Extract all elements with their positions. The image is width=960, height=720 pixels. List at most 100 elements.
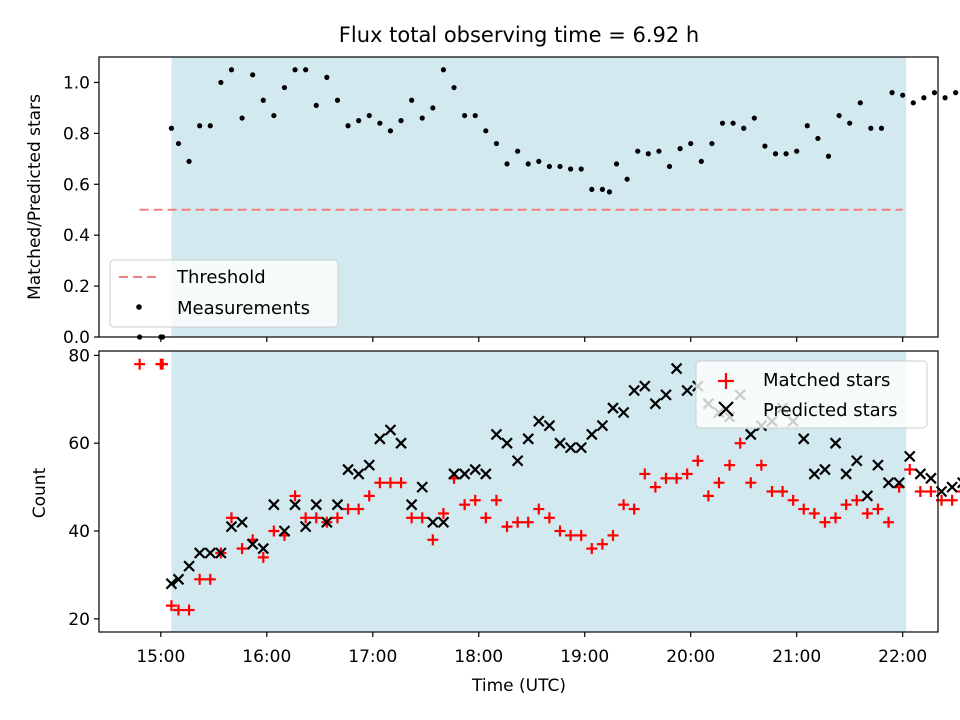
matched-star-point bbox=[904, 464, 916, 476]
predicted-star-point bbox=[956, 476, 960, 489]
legend-predicted-label: Predicted stars bbox=[763, 400, 897, 421]
predicted-star-point bbox=[649, 397, 662, 410]
bottom-y-axis: 20 40 60 80 bbox=[68, 346, 99, 630]
top-plot-frame bbox=[98, 56, 939, 338]
measurement-points bbox=[137, 67, 959, 340]
matched-star-point bbox=[883, 516, 895, 528]
predicted-star-point bbox=[564, 441, 577, 454]
matched-star-point bbox=[713, 477, 725, 489]
y-tick-label: 20 bbox=[68, 610, 90, 630]
matched-star-point bbox=[268, 525, 280, 537]
measurement-point bbox=[409, 97, 415, 103]
predicted-star-point bbox=[628, 384, 640, 397]
bottom-y-axis-label: Count bbox=[30, 467, 50, 518]
matched-star-point bbox=[554, 525, 566, 537]
matched-star-point bbox=[745, 477, 757, 489]
matched-star-point bbox=[353, 503, 365, 515]
predicted-star-point bbox=[215, 547, 227, 559]
bottom-x-axis: 15:00 16:00 17:00 18:00 19:00 20:00 21:00 22:00 bbox=[136, 632, 927, 667]
predicted-star-point bbox=[893, 476, 905, 489]
measurement-point bbox=[493, 140, 500, 147]
measurement-point bbox=[730, 120, 736, 126]
top-legend-box bbox=[109, 259, 339, 328]
measurement-point bbox=[292, 67, 298, 73]
predicted-star-point bbox=[342, 463, 354, 476]
y-tick-label: 60 bbox=[68, 434, 90, 454]
matched-star-point bbox=[734, 437, 746, 449]
predicted-star-point bbox=[925, 472, 937, 485]
matched-star-point bbox=[395, 477, 407, 489]
matched-star-point bbox=[406, 512, 418, 524]
predicted-star-point bbox=[193, 547, 206, 559]
measurement-point bbox=[804, 123, 810, 129]
predicted-star-point bbox=[363, 459, 376, 471]
legend-measurements-swatch bbox=[136, 304, 142, 310]
measurement-point bbox=[324, 74, 330, 80]
matched-star-point bbox=[596, 538, 608, 550]
legend-matched-swatch bbox=[718, 373, 734, 389]
predicted-star-point bbox=[617, 406, 630, 419]
y-tick-label: 80 bbox=[68, 346, 90, 366]
predicted-star-point bbox=[744, 428, 757, 441]
measurement-point bbox=[568, 166, 574, 172]
predicted-star-point bbox=[586, 428, 598, 441]
measurement-point bbox=[440, 67, 447, 73]
y-tick-label: 1.0 bbox=[63, 73, 90, 93]
measurement-point bbox=[719, 120, 726, 126]
measurement-point bbox=[271, 112, 277, 119]
matched-star-point bbox=[798, 503, 810, 515]
top-panel: 0.0 0.2 0.4 0.6 0.8 1.0 Matched/Predicted sta… bbox=[25, 56, 959, 348]
predicted-star-point bbox=[554, 437, 566, 449]
measurement-point bbox=[599, 186, 606, 192]
predicted-star-point bbox=[543, 419, 556, 432]
matched-star-point bbox=[777, 486, 789, 497]
measurement-point bbox=[250, 72, 256, 78]
measurement-point bbox=[783, 151, 789, 157]
measurement-point bbox=[589, 186, 595, 192]
matched-star-point bbox=[165, 600, 177, 612]
matched-star-point bbox=[172, 604, 184, 616]
matched-star-point bbox=[480, 512, 492, 524]
matched-star-point bbox=[639, 468, 651, 480]
measurement-point bbox=[356, 118, 362, 124]
predicted-star-point bbox=[289, 498, 301, 511]
matched-star-point bbox=[236, 543, 248, 555]
predicted-star-point bbox=[278, 525, 291, 537]
predicted-star-point bbox=[374, 433, 386, 445]
matched-star-point bbox=[300, 512, 312, 524]
measurement-point bbox=[398, 118, 404, 124]
predicted-star-point bbox=[448, 468, 460, 480]
matched-star-point bbox=[681, 468, 693, 480]
measurement-point bbox=[578, 166, 584, 172]
predicted-star-point bbox=[395, 437, 407, 449]
predicted-star-point bbox=[596, 419, 609, 432]
measurement-point bbox=[741, 125, 747, 131]
predicted-star-point bbox=[257, 542, 270, 555]
matched-star-point bbox=[766, 486, 778, 497]
matched-star-point bbox=[925, 486, 937, 497]
measurement-point bbox=[260, 97, 266, 103]
predicted-star-point bbox=[861, 490, 874, 502]
predicted-star-point bbox=[903, 450, 916, 463]
y-tick-label: 0.6 bbox=[63, 175, 90, 195]
matched-star-point bbox=[830, 512, 842, 524]
matched-star-point bbox=[702, 490, 714, 502]
measurement-point bbox=[868, 125, 874, 131]
predicted-star-point bbox=[384, 424, 397, 436]
matched-star-point bbox=[225, 512, 237, 524]
y-tick-label: 0.4 bbox=[63, 226, 90, 246]
predicted-star-point bbox=[501, 437, 513, 449]
measurement-point bbox=[525, 161, 531, 167]
matched-star-point bbox=[384, 477, 396, 489]
measurement-point bbox=[953, 90, 959, 96]
measurement-point bbox=[430, 105, 436, 111]
predicted-star-point bbox=[480, 468, 492, 480]
measurement-point bbox=[419, 115, 425, 121]
bottom-panel: 20 40 60 80 15:00 16:00 17:00 18:00 19:00 20:00 2… bbox=[30, 346, 960, 696]
predicted-star-point bbox=[533, 415, 545, 428]
top-y-axis-label: Matched/Predicted stars bbox=[25, 94, 45, 300]
measurement-point bbox=[228, 67, 235, 73]
legend-measurements-label: Measurements bbox=[177, 298, 310, 319]
measurement-point bbox=[836, 112, 842, 119]
predicted-star-point bbox=[183, 560, 195, 572]
